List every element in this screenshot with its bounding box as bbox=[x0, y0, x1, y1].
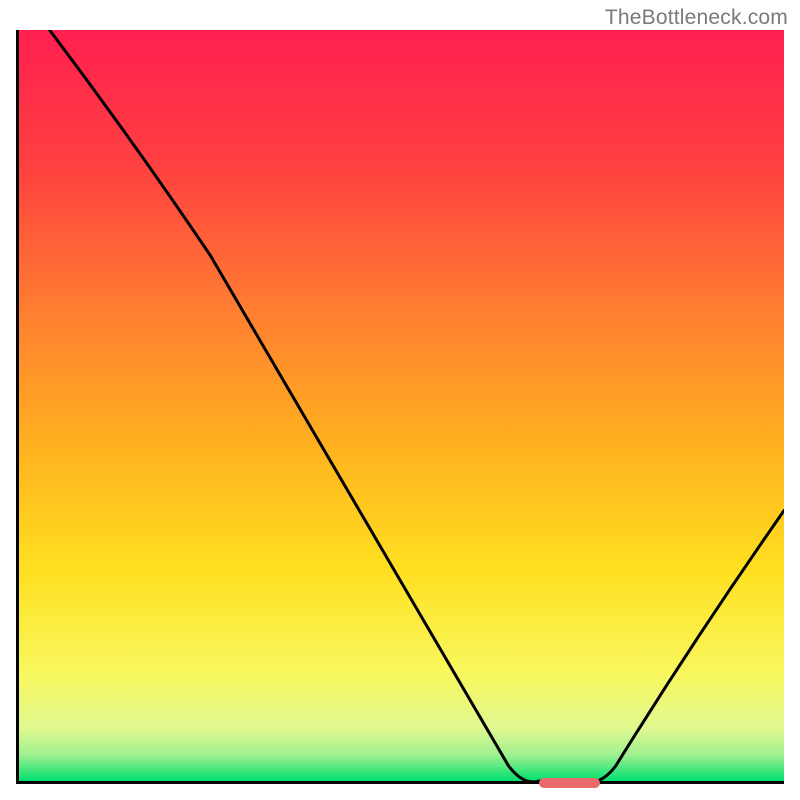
bottleneck-chart bbox=[16, 30, 784, 784]
chart-svg bbox=[16, 30, 784, 784]
optimum-range-marker bbox=[539, 778, 600, 788]
watermark-text: TheBottleneck.com bbox=[605, 6, 788, 30]
